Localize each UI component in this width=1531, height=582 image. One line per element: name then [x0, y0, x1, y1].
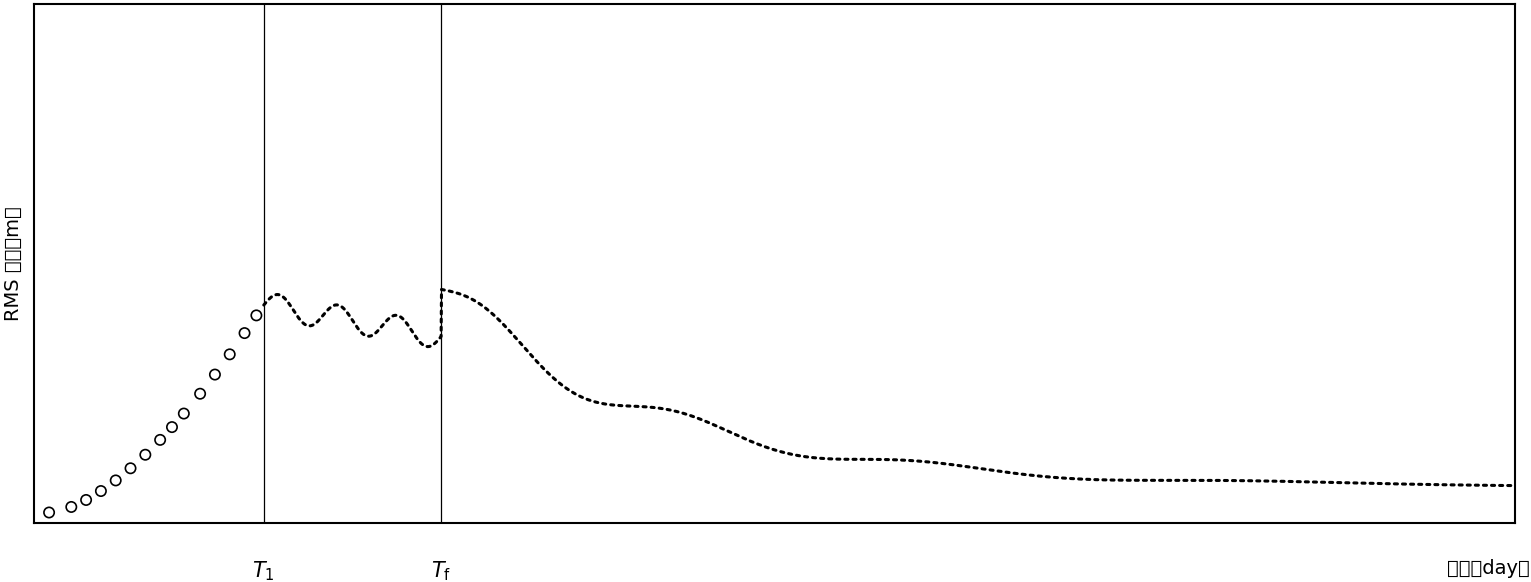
- Point: [217, 350, 242, 359]
- Point: [159, 423, 184, 432]
- Point: [171, 409, 196, 418]
- Text: 时间（day）: 时间（day）: [1447, 559, 1529, 578]
- Text: $T_1$: $T_1$: [253, 559, 276, 582]
- Y-axis label: RMS 扰动（m）: RMS 扰动（m）: [5, 206, 23, 321]
- Point: [60, 502, 84, 512]
- Point: [188, 389, 213, 399]
- Point: [37, 508, 61, 517]
- Point: [233, 328, 257, 338]
- Point: [149, 435, 173, 445]
- Point: [73, 495, 98, 505]
- Point: [133, 450, 158, 459]
- Point: [104, 475, 129, 485]
- Point: [89, 487, 113, 496]
- Point: [243, 311, 268, 320]
- Point: [118, 464, 142, 473]
- Point: [202, 370, 227, 379]
- Text: $T_\mathrm{f}$: $T_\mathrm{f}$: [432, 559, 452, 582]
